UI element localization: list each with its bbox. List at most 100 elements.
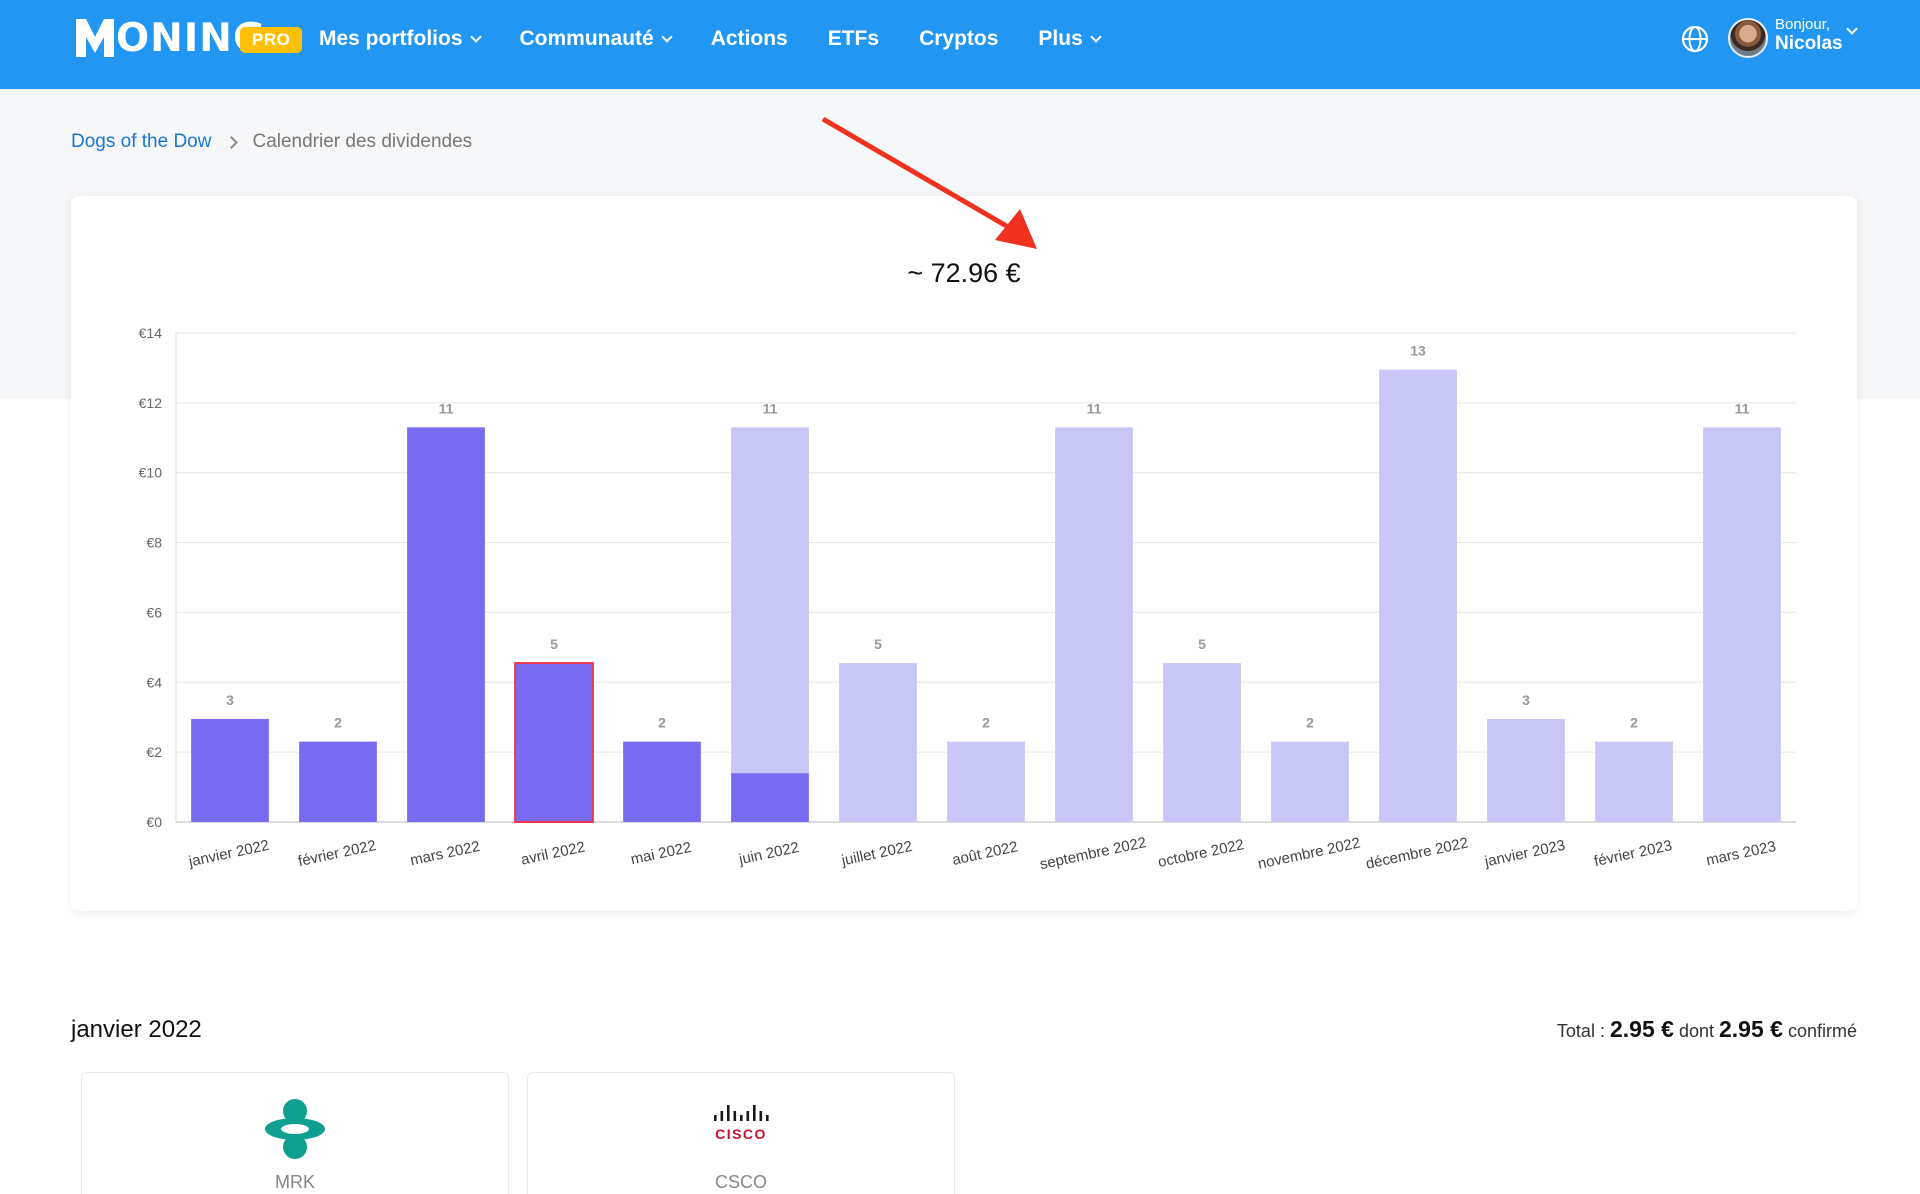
data-label: 2 bbox=[1306, 715, 1314, 731]
user-name: Nicolas bbox=[1775, 33, 1843, 55]
svg-text:CISCO: CISCO bbox=[715, 1126, 767, 1142]
data-label: 11 bbox=[1735, 400, 1750, 416]
globe-icon[interactable] bbox=[1680, 24, 1710, 54]
stock-ticker: CSCO bbox=[714, 1172, 767, 1192]
nav-plus[interactable]: Plus bbox=[1038, 27, 1102, 51]
x-tick-label: mars 2022 bbox=[409, 838, 482, 869]
x-tick-label: octobre 2022 bbox=[1156, 836, 1245, 871]
cisco-bar bbox=[727, 1105, 730, 1121]
cisco-bar bbox=[714, 1115, 717, 1121]
bar-upcoming[interactable] bbox=[839, 663, 917, 822]
bar-upcoming[interactable] bbox=[731, 427, 809, 774]
cisco-bar bbox=[740, 1115, 743, 1121]
x-tick-label: juin 2022 bbox=[737, 839, 801, 868]
bar-paid[interactable] bbox=[191, 718, 269, 822]
bar-upcoming[interactable] bbox=[1595, 741, 1673, 822]
chevron-down-icon[interactable] bbox=[1846, 23, 1858, 35]
chevron-down-icon bbox=[1090, 30, 1102, 43]
data-label: 11 bbox=[1087, 400, 1102, 416]
cisco-bar bbox=[746, 1111, 750, 1121]
x-tick-label: décembre 2022 bbox=[1364, 834, 1470, 872]
bar-upcoming[interactable] bbox=[1055, 427, 1133, 822]
bar-paid[interactable] bbox=[731, 773, 809, 822]
nav-label: Plus bbox=[1038, 27, 1083, 50]
x-tick-label: février 2022 bbox=[297, 837, 378, 870]
data-label: 2 bbox=[334, 715, 342, 731]
stock-card-mrk[interactable]: MRK bbox=[81, 1072, 509, 1194]
y-tick-label: €2 bbox=[146, 744, 162, 760]
breadcrumb: Dogs of the Dow Calendrier des dividende… bbox=[71, 131, 472, 153]
greeting-text: Bonjour, bbox=[1775, 16, 1831, 33]
user-greeting[interactable]: Bonjour, Nicolas bbox=[1775, 16, 1843, 55]
chart-total: ~ 72.96 € bbox=[907, 258, 1021, 288]
dont-text: dont bbox=[1678, 1021, 1714, 1041]
bar-upcoming[interactable] bbox=[947, 741, 1025, 822]
x-tick-label: avril 2022 bbox=[519, 839, 586, 869]
month-total: Total : 2.95 € dont 2.95 € confirmé bbox=[1557, 1016, 1857, 1043]
y-tick-label: €12 bbox=[139, 395, 163, 411]
nav-label: Actions bbox=[710, 27, 788, 50]
nav-etfs[interactable]: ETFs bbox=[828, 27, 879, 51]
month-title: janvier 2022 bbox=[71, 1016, 202, 1043]
x-tick-label: janvier 2022 bbox=[186, 837, 270, 871]
dividend-bar-chart: €0 €2 €4 €6 €8 €10 €12 €14 3 janvier 2022 2 février… bbox=[139, 325, 1796, 873]
data-label: 5 bbox=[1198, 636, 1206, 652]
nav-label: Communauté bbox=[519, 27, 654, 50]
moning-m-icon bbox=[76, 19, 114, 57]
x-tick-label: août 2022 bbox=[951, 838, 1020, 869]
x-tick-label: juillet 2022 bbox=[839, 838, 914, 870]
cisco-bar bbox=[766, 1115, 769, 1121]
data-label: 11 bbox=[439, 400, 454, 416]
avatar[interactable] bbox=[1728, 18, 1768, 58]
nav-label: Cryptos bbox=[919, 27, 999, 50]
moning-logo[interactable]: ONING bbox=[74, 14, 266, 62]
bar-paid[interactable] bbox=[407, 427, 485, 822]
chevron-right-icon bbox=[225, 135, 239, 149]
y-tick-label: €8 bbox=[146, 535, 162, 551]
data-label: 5 bbox=[874, 636, 882, 652]
nav-mes-portfolios[interactable]: Mes portfolios bbox=[319, 27, 482, 51]
stock-card-csco[interactable]: CISCO CSCO bbox=[527, 1072, 955, 1194]
y-tick-label: €6 bbox=[146, 604, 162, 620]
cisco-bar bbox=[759, 1111, 763, 1121]
nav-label: Mes portfolios bbox=[319, 27, 463, 50]
dividend-chart-card: ~ 72.96 € €0 €2 €4 €6 €8 €10 €12 €14 3 janvier 20… bbox=[71, 196, 1857, 911]
bar-upcoming[interactable] bbox=[1487, 718, 1565, 822]
breadcrumb-link[interactable]: Dogs of the Dow bbox=[71, 131, 212, 152]
bar-paid[interactable] bbox=[623, 741, 701, 822]
total-prefix: Total : bbox=[1556, 1021, 1605, 1041]
cisco-bar bbox=[753, 1105, 756, 1121]
total-value: 2.95 € bbox=[1609, 1016, 1674, 1042]
cisco-logo-icon: CISCO bbox=[714, 1105, 769, 1142]
data-label: 5 bbox=[550, 636, 558, 652]
pro-badge: PRO bbox=[240, 27, 303, 53]
x-tick-label: septembre 2022 bbox=[1038, 834, 1148, 873]
data-label: 3 bbox=[226, 692, 234, 708]
data-label: 2 bbox=[1630, 715, 1638, 731]
bar-paid[interactable] bbox=[514, 662, 594, 824]
confirmed-label: confirmé bbox=[1787, 1021, 1857, 1041]
cisco-bar bbox=[720, 1111, 724, 1121]
bar-upcoming[interactable] bbox=[1271, 741, 1349, 822]
x-tick-label: mars 2023 bbox=[1705, 838, 1778, 869]
x-tick-label: novembre 2022 bbox=[1256, 834, 1362, 872]
bar-paid[interactable] bbox=[299, 741, 377, 822]
nav-cryptos[interactable]: Cryptos bbox=[919, 27, 998, 51]
x-tick-label: janvier 2023 bbox=[1482, 837, 1566, 871]
chevron-down-icon bbox=[469, 30, 482, 43]
merck-logo-icon bbox=[265, 1099, 325, 1159]
data-label: 13 bbox=[1410, 343, 1426, 359]
bar-upcoming[interactable] bbox=[1379, 369, 1457, 822]
x-tick-label: février 2023 bbox=[1593, 837, 1674, 870]
y-tick-label: €10 bbox=[139, 465, 163, 481]
y-tick-label: €14 bbox=[139, 325, 163, 341]
top-navbar: ONING PRO Mes portfolios Communauté Acti… bbox=[0, 0, 1920, 89]
bar-upcoming[interactable] bbox=[1163, 663, 1241, 822]
cisco-bar bbox=[733, 1111, 737, 1121]
data-label: 2 bbox=[982, 715, 990, 731]
bar-upcoming[interactable] bbox=[1703, 427, 1781, 822]
x-tick-label: mai 2022 bbox=[629, 839, 693, 868]
nav-actions[interactable]: Actions bbox=[711, 27, 788, 51]
chevron-down-icon bbox=[661, 30, 673, 43]
nav-communaute[interactable]: Communauté bbox=[519, 27, 673, 51]
